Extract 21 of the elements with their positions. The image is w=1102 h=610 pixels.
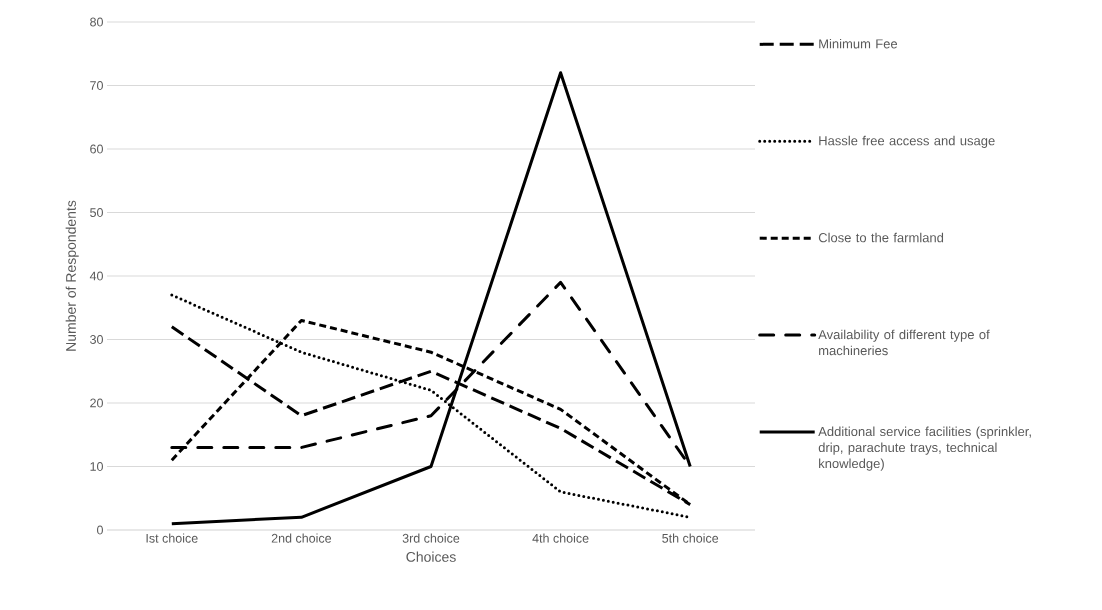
legend-label: Minimum Fee [819,38,898,49]
x-tick-label: 5th choice [662,533,719,543]
y-axis-title: Number of Respondents [65,200,79,351]
x-tick-label: Ist choice [146,533,198,543]
y-tick-label: 30 [90,335,103,344]
y-tick-label: 50 [90,208,103,217]
y-tick-label: 10 [90,462,103,471]
legend-label: Close to the farmland [818,232,944,243]
y-tick-label: 0 [97,525,103,535]
legend-label: Availability of different type of machineries [818,329,990,356]
y-tick-label: 40 [89,271,103,281]
x-axis-title: Choices [406,551,456,562]
y-tick-label: 80 [90,17,103,27]
y-tick-label: 60 [90,144,103,154]
legend-label: Additional service facilities (sprinkler, drip, parachute trays, technical knowledge) [818,426,1031,471]
y-tick-label: 70 [90,81,103,90]
legend-label: Hassle free access and usage [819,135,995,148]
y-tick-label: 20 [90,398,103,408]
x-tick-label: 3rd choice [402,533,460,543]
x-tick-label: 4th choice [532,533,589,543]
x-tick-label: 2nd choice [271,533,332,543]
